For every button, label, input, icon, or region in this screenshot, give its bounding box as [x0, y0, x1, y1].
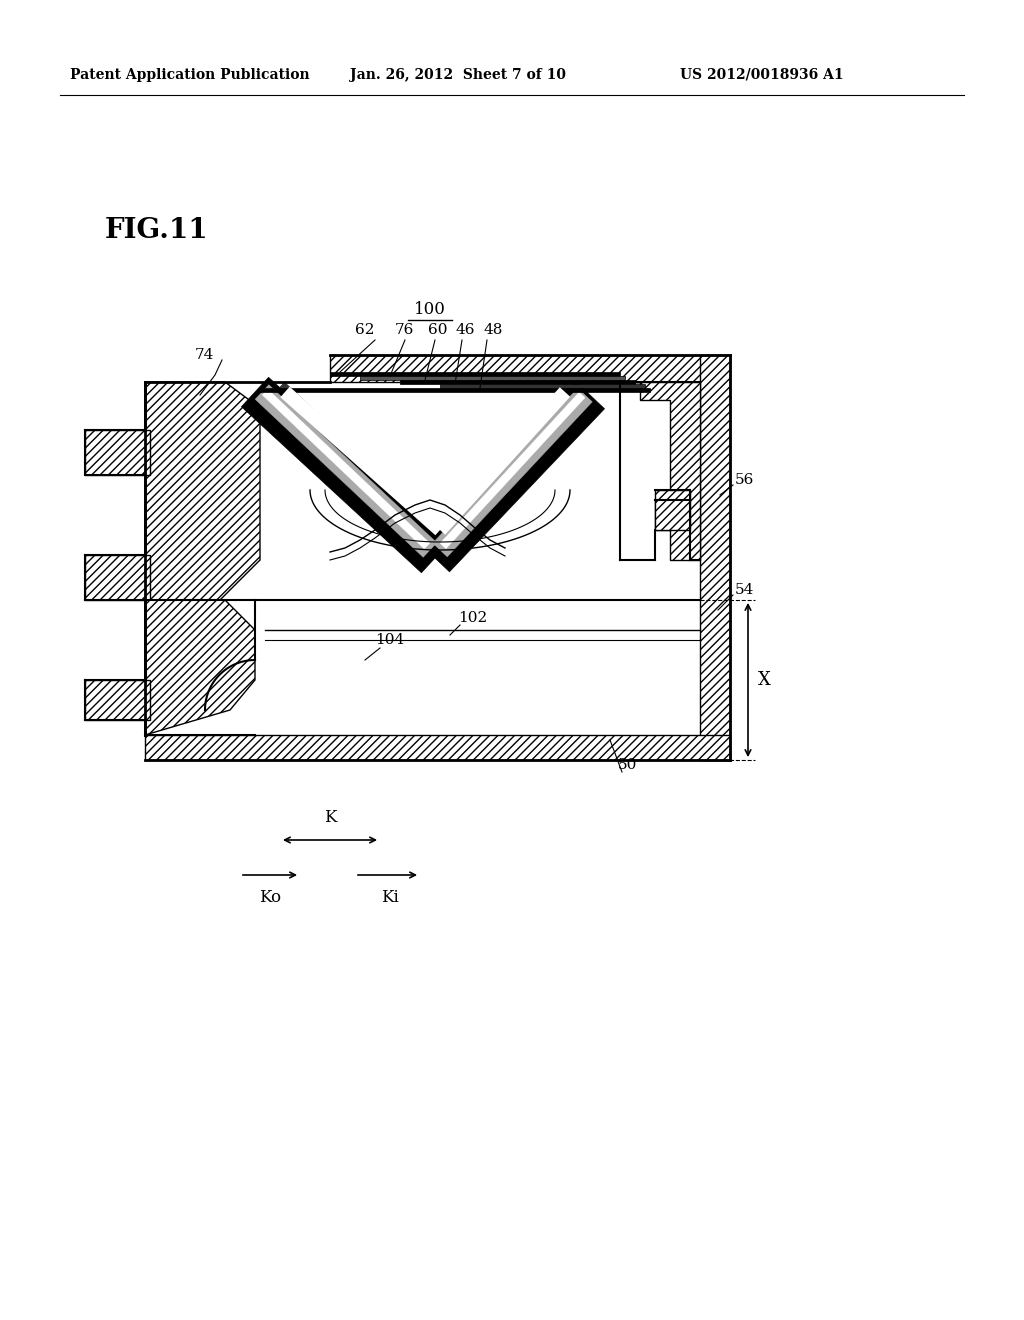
Text: 100: 100 — [414, 301, 445, 318]
Polygon shape — [85, 680, 150, 719]
Polygon shape — [330, 355, 730, 381]
Text: US 2012/0018936 A1: US 2012/0018936 A1 — [680, 69, 844, 82]
Polygon shape — [145, 601, 700, 735]
Text: 102: 102 — [458, 611, 487, 624]
Text: 104: 104 — [375, 634, 404, 647]
Text: 46: 46 — [456, 323, 475, 337]
Text: 74: 74 — [195, 348, 214, 362]
Text: 50: 50 — [618, 758, 637, 772]
Polygon shape — [330, 372, 620, 376]
Polygon shape — [360, 376, 625, 380]
Polygon shape — [440, 384, 645, 388]
Text: 56: 56 — [735, 473, 755, 487]
Text: X: X — [758, 671, 771, 689]
Polygon shape — [145, 601, 255, 735]
Polygon shape — [400, 380, 635, 384]
Text: 54: 54 — [735, 583, 755, 597]
Text: 48: 48 — [483, 323, 503, 337]
Polygon shape — [262, 389, 430, 549]
Text: Patent Application Publication: Patent Application Publication — [70, 69, 309, 82]
Polygon shape — [85, 554, 150, 601]
Polygon shape — [242, 378, 449, 573]
Polygon shape — [265, 381, 450, 556]
Polygon shape — [281, 387, 444, 535]
Polygon shape — [433, 388, 592, 557]
Text: 60: 60 — [428, 323, 447, 337]
Polygon shape — [655, 490, 690, 531]
Polygon shape — [145, 735, 730, 760]
Text: Ki: Ki — [381, 888, 399, 906]
Text: FIG.11: FIG.11 — [105, 216, 209, 243]
Polygon shape — [421, 381, 604, 572]
Polygon shape — [620, 381, 700, 560]
Polygon shape — [145, 381, 260, 601]
Text: Jan. 26, 2012  Sheet 7 of 10: Jan. 26, 2012 Sheet 7 of 10 — [350, 69, 566, 82]
Text: 76: 76 — [395, 323, 415, 337]
Text: K: K — [324, 809, 336, 826]
Polygon shape — [255, 384, 437, 557]
Polygon shape — [440, 392, 585, 549]
Polygon shape — [260, 388, 650, 392]
Polygon shape — [260, 381, 620, 601]
Text: 62: 62 — [355, 323, 375, 337]
Polygon shape — [429, 383, 586, 554]
Polygon shape — [435, 387, 570, 535]
Text: Ko: Ko — [259, 888, 281, 906]
Polygon shape — [85, 430, 150, 475]
Polygon shape — [700, 355, 730, 760]
